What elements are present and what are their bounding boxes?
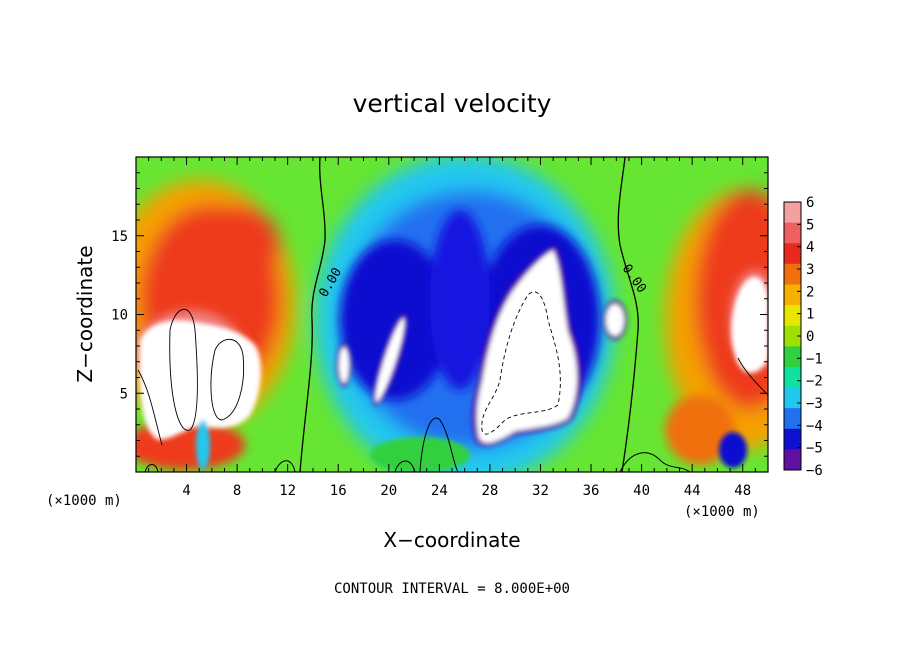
x-axis-label: X−coordinate: [383, 528, 520, 552]
x-unit-left: (×1000 m): [46, 493, 122, 509]
zero-contour-left: [299, 157, 326, 472]
updraft-contour-left-1: [169, 308, 198, 431]
sink-core-3-white: [606, 304, 624, 336]
y-tick-label: 15: [111, 229, 128, 245]
colorbar-swatch: [784, 305, 801, 327]
colorbar: [783, 201, 802, 471]
colorbar-swatch: [784, 325, 801, 347]
low-blue-cell-right: [719, 432, 747, 468]
x-tick-label: 8: [233, 483, 241, 499]
strong-updraft-right: [731, 276, 768, 373]
left-updraft-top: [190, 205, 280, 285]
x-tick-label: 24: [431, 483, 448, 499]
x-tick-label: 32: [532, 483, 549, 499]
colorbar-tick-label: −1: [806, 351, 823, 367]
colorbar-tick-label: 2: [806, 284, 814, 300]
colorbar-swatch: [784, 243, 801, 265]
x-tick-label: 20: [380, 483, 397, 499]
low-contour-mid: [394, 460, 416, 472]
y-tick-label: 5: [120, 386, 128, 402]
colorbar-swatch: [784, 366, 801, 389]
low-contour-left-2: [274, 460, 296, 472]
downdraft-contour: [481, 291, 561, 435]
downdraft-contour-main: [481, 291, 561, 435]
low-cyan-cell-left: [196, 420, 210, 470]
contour-interval-note: CONTOUR INTERVAL = 8.000E+00: [334, 581, 570, 597]
y-axis-tick-labels: 5 10 15: [111, 229, 128, 403]
colorbar-tick-label: 6: [806, 195, 814, 211]
colorbar-tick-label: 1: [806, 307, 814, 323]
colorbar-tick-label: −4: [806, 418, 823, 434]
sink-core-main: [476, 250, 577, 443]
colorbar-tick-label: −3: [806, 396, 823, 412]
downdraft-core-center: [430, 210, 490, 390]
colorbar-swatch: [784, 346, 801, 368]
x-tick-label: 28: [481, 483, 498, 499]
updraft-contour-left-2: [210, 338, 245, 421]
low-green-band: [370, 437, 470, 472]
y-tick-label: 10: [111, 308, 128, 324]
x-tick-label: 44: [684, 483, 701, 499]
colorbar-tick-label: −2: [806, 374, 823, 390]
x-tick-label: 16: [330, 483, 347, 499]
zero-contours: [299, 157, 639, 472]
colorbar-swatch: [784, 284, 801, 306]
x-tick-label: 36: [583, 483, 600, 499]
colorbar-swatch: [784, 222, 801, 244]
colorbar-tick-label: 3: [806, 262, 814, 278]
y-axis-label: Z−coordinate: [73, 245, 97, 382]
velocity-field: [136, 157, 768, 472]
colorbar-tick-label: 4: [806, 240, 814, 256]
updraft-contour-right: [737, 357, 768, 396]
x-unit-right: (×1000 m): [684, 504, 760, 520]
x-tick-label: 12: [279, 483, 296, 499]
low-level-contours: [144, 417, 691, 472]
colorbar-tick-label: 5: [806, 217, 814, 233]
colorbar-tick-label: −6: [806, 463, 823, 479]
colorbar-tick-label: −5: [806, 441, 823, 457]
colorbar-swatch: [784, 263, 801, 285]
colorbar-swatch: [784, 387, 801, 409]
chart-title: vertical velocity: [353, 89, 552, 118]
colorbar-swatch: [784, 449, 801, 471]
x-tick-label: 40: [633, 483, 650, 499]
colorbar-tick-label: 0: [806, 329, 814, 345]
zero-contour-right: [617, 157, 639, 472]
downdraft-core-left: [340, 240, 450, 400]
colorbar-swatch: [784, 202, 801, 224]
updraft-contours: [137, 308, 768, 446]
colorbar-swatch: [784, 428, 801, 450]
y-axis-ticks: [136, 172, 768, 457]
x-axis-tick-labels: 4 8 12 16 20 24 28 32 36 40 44 48: [182, 483, 751, 499]
sink-core-2-white: [375, 318, 405, 402]
colorbar-tick-labels: 6 5 4 3 2 1 0 −1 −2 −3 −4 −5 −6: [806, 195, 823, 479]
right-low-orange: [665, 395, 735, 465]
updraft-contour-left-3: [137, 369, 163, 446]
low-contour-left: [419, 417, 459, 472]
low-contour-right: [619, 452, 691, 472]
x-tick-label: 48: [734, 483, 751, 499]
colorbar-swatch: [784, 408, 801, 430]
x-tick-label: 4: [182, 483, 190, 499]
x-axis-ticks: [148, 157, 756, 472]
sink-core-1-white: [339, 347, 349, 383]
low-contour-far-left: [144, 464, 159, 472]
